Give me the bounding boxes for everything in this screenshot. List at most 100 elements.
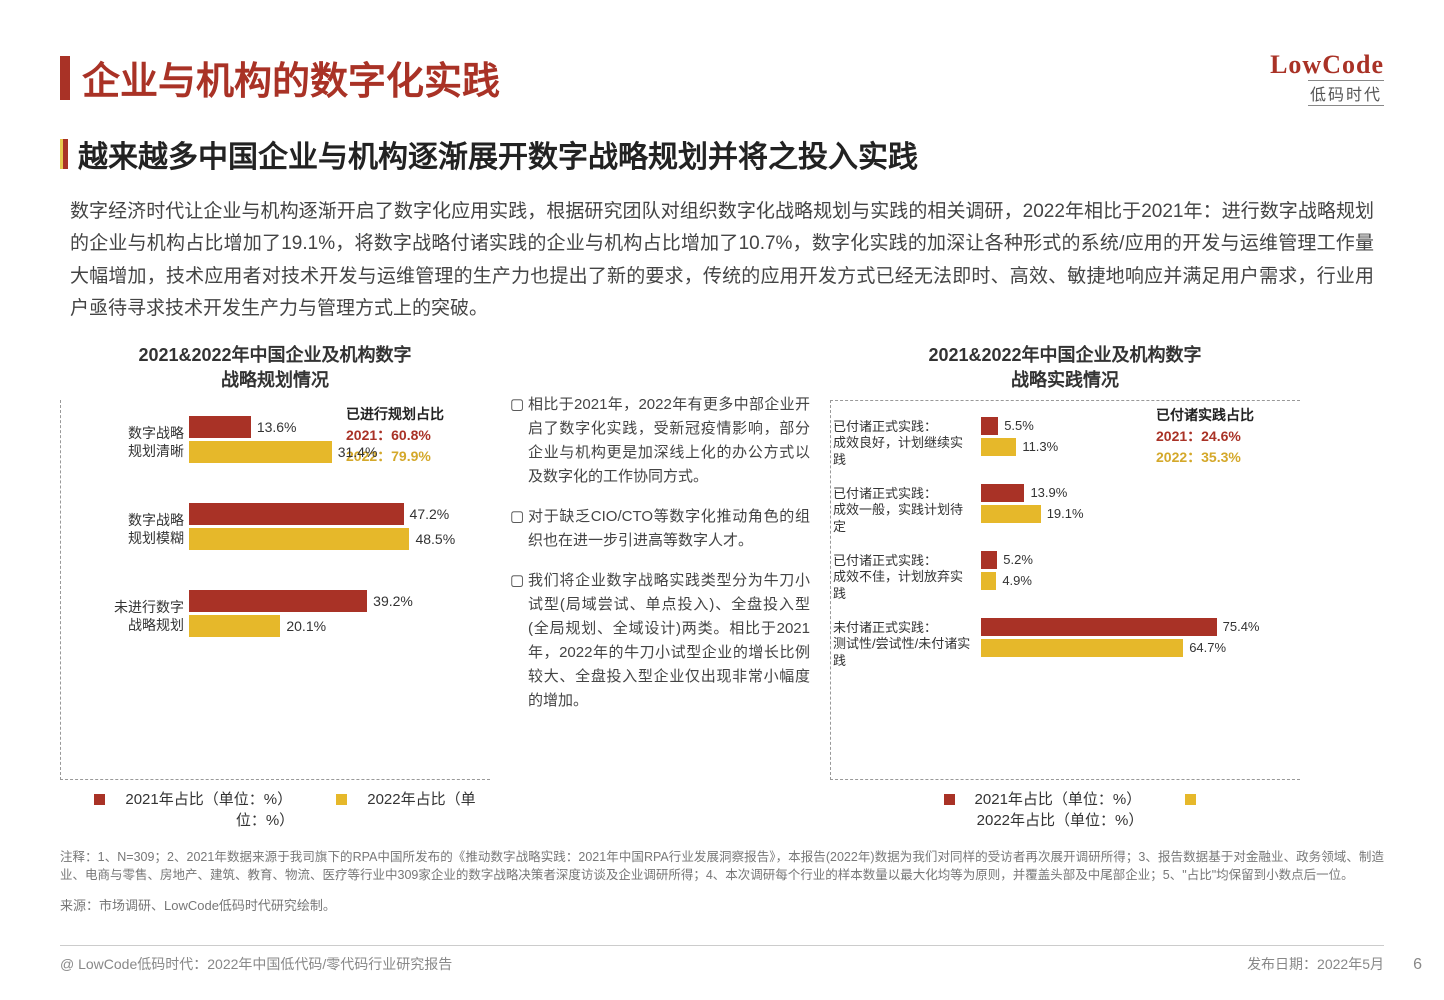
bar-2021 (189, 590, 367, 612)
chart-left-box: 已进行规划占比 2021：60.8% 2022：79.9% 数字战略规划清晰13… (60, 400, 490, 780)
bullet-text: 我们将企业数字战略实践类型分为牛刀小试型(局域尝试、单点投入)、全盘投入型(全局… (528, 569, 810, 713)
bar-value-label: 48.5% (415, 531, 455, 547)
bar-value-label: 64.7% (1189, 640, 1226, 655)
bar-value-label: 19.1% (1047, 506, 1084, 521)
bar-row: 75.4% (981, 618, 1292, 636)
title-block: 企业与机构的数字化实践 (60, 50, 500, 105)
footer-right: 发布日期：2022年5月 (1247, 954, 1384, 974)
bar-value-label: 75.4% (1223, 619, 1260, 634)
chart-right-box: 已付诸实践占比 2021：24.6% 2022：35.3% 已付诸正式实践：成效… (830, 400, 1300, 780)
bar-category-label: 已付诸正式实践：成效不佳，计划放弃实践 (833, 553, 975, 604)
bar-2022 (189, 615, 280, 637)
footnote: 注释：1、N=309；2、2021年数据来源于我司旗下的RPA中国所发布的《推动… (60, 848, 1384, 886)
header: 企业与机构的数字化实践 LowCode 低码时代 (60, 50, 1384, 106)
bullets-column: ▢相比于2021年，2022年有更多中部企业开启了数字化实践，受新冠疫情影响，部… (510, 343, 810, 829)
bar-value-label: 13.9% (1030, 485, 1067, 500)
chart-left-title: 2021&2022年中国企业及机构数字 战略规划情况 (60, 343, 490, 393)
chart-left-title-l1: 2021&2022年中国企业及机构数字 (138, 345, 411, 365)
bar-row: 13.9% (981, 484, 1292, 502)
logo-text-top: LowCode (1270, 50, 1384, 80)
bar-value-label: 47.2% (410, 506, 450, 522)
bar-row: 39.2% (189, 590, 482, 612)
legend-2021: 2021年占比（单位：%） (84, 791, 302, 808)
chart-left: 2021&2022年中国企业及机构数字 战略规划情况 已进行规划占比 2021：… (60, 343, 490, 829)
bar-group: 未进行数字战略规划39.2%20.1% (189, 590, 482, 637)
chart-left-bars: 数字战略规划清晰13.6%31.4%数字战略规划模糊47.2%48.5%未进行数… (189, 406, 482, 637)
footer-left: @ LowCode低码时代：2022年中国低代码/零代码行业研究报告 (60, 954, 452, 974)
bar-2022 (981, 438, 1016, 456)
bar-category-label: 未付诸正式实践：测试性/尝试性/未付诸实践 (833, 620, 975, 671)
body-paragraph: 数字经济时代让企业与机构逐渐开启了数字化应用实践，根据研究团队对组织数字化战略规… (70, 196, 1374, 325)
subtitle: 越来越多中国企业与机构逐渐展开数字战略规划并将之投入实践 (78, 132, 918, 176)
bullet-item: ▢我们将企业数字战略实践类型分为牛刀小试型(局域尝试、单点投入)、全盘投入型(全… (510, 569, 810, 713)
bar-group: 未付诸正式实践：测试性/尝试性/未付诸实践75.4%64.7% (981, 618, 1292, 657)
bar-row: 48.5% (189, 528, 482, 550)
bar-row: 31.4% (189, 441, 482, 463)
bar-row: 47.2% (189, 503, 482, 525)
bar-value-label: 20.1% (286, 618, 326, 634)
bar-row: 5.2% (981, 551, 1292, 569)
bar-2022 (981, 505, 1041, 523)
bar-row: 64.7% (981, 639, 1292, 657)
bar-row: 20.1% (189, 615, 482, 637)
bar-category-label: 已付诸正式实践：成效良好，计划继续实践 (833, 419, 975, 470)
footer-bar: @ LowCode低码时代：2022年中国低代码/零代码行业研究报告 发布日期：… (60, 945, 1384, 974)
bar-value-label: 5.5% (1004, 418, 1034, 433)
bar-2022 (189, 528, 409, 550)
bullet-item: ▢相比于2021年，2022年有更多中部企业开启了数字化实践，受新冠疫情影响，部… (510, 393, 810, 489)
legend-red-icon (944, 794, 955, 805)
bar-category-label: 数字战略规划清晰 (64, 424, 184, 460)
bar-row: 13.6% (189, 416, 482, 438)
bar-value-label: 39.2% (373, 593, 413, 609)
bullet-text: 相比于2021年，2022年有更多中部企业开启了数字化实践，受新冠疫情影响，部分… (528, 393, 810, 489)
bar-group: 已付诸正式实践：成效良好，计划继续实践5.5%11.3% (981, 417, 1292, 456)
chart-right: 2021&2022年中国企业及机构数字 战略实践情况 已付诸实践占比 2021：… (830, 343, 1300, 829)
bar-value-label: 5.2% (1003, 552, 1033, 567)
main-title: 企业与机构的数字化实践 (82, 50, 500, 105)
bar-row: 5.5% (981, 417, 1292, 435)
chart-right-title: 2021&2022年中国企业及机构数字 战略实践情况 (830, 343, 1300, 393)
chart-left-title-l2: 战略规划情况 (221, 370, 329, 390)
subtitle-row: 越来越多中国企业与机构逐渐展开数字战略规划并将之投入实践 (60, 132, 1384, 176)
bar-2021 (981, 484, 1024, 502)
legend-yellow-icon (336, 794, 347, 805)
bar-row: 4.9% (981, 572, 1292, 590)
chart-right-title-l1: 2021&2022年中国企业及机构数字 (928, 345, 1201, 365)
bar-2021 (981, 618, 1217, 636)
bar-2021 (981, 551, 997, 569)
bullet-icon: ▢ (510, 505, 528, 553)
brand-logo: LowCode 低码时代 (1270, 50, 1384, 106)
bullet-icon: ▢ (510, 569, 528, 713)
legend-red-icon (94, 794, 105, 805)
bar-row: 19.1% (981, 505, 1292, 523)
charts-row: 2021&2022年中国企业及机构数字 战略规划情况 已进行规划占比 2021：… (60, 343, 1384, 829)
chart-right-bars: 已付诸正式实践：成效良好，计划继续实践5.5%11.3%已付诸正式实践：成效一般… (981, 407, 1292, 657)
bullet-item: ▢对于缺乏CIO/CTO等数字化推动角色的组织也在进一步引进高等数字人才。 (510, 505, 810, 553)
bar-group: 已付诸正式实践：成效不佳，计划放弃实践5.2%4.9% (981, 551, 1292, 590)
chart-right-title-l2: 战略实践情况 (1011, 370, 1119, 390)
bar-value-label: 13.6% (257, 419, 297, 435)
bar-category-label: 数字战略规划模糊 (64, 511, 184, 547)
page-number: 6 (1413, 956, 1422, 974)
subtitle-accent-bar (60, 139, 68, 169)
legend-2021: 2021年占比（单位：%） (934, 791, 1152, 808)
title-accent-bar (60, 56, 70, 100)
bar-2021 (189, 503, 404, 525)
chart-right-legend: 2021年占比（单位：%） 2022年占比（单位：%） (830, 788, 1300, 830)
logo-text-bottom: 低码时代 (1308, 80, 1384, 106)
bullet-text: 对于缺乏CIO/CTO等数字化推动角色的组织也在进一步引进高等数字人才。 (528, 505, 810, 553)
bar-2021 (189, 416, 251, 438)
bar-category-label: 未进行数字战略规划 (64, 598, 184, 634)
bar-value-label: 31.4% (338, 444, 378, 460)
source-line: 来源：市场调研、LowCode低码时代研究绘制。 (60, 895, 1384, 914)
bar-2022 (981, 572, 996, 590)
bar-value-label: 11.3% (1022, 439, 1058, 454)
bar-group: 数字战略规划清晰13.6%31.4% (189, 416, 482, 463)
bar-2022 (189, 441, 332, 463)
bar-2021 (981, 417, 998, 435)
bar-group: 数字战略规划模糊47.2%48.5% (189, 503, 482, 550)
bar-category-label: 已付诸正式实践：成效一般，实践计划待定 (833, 486, 975, 537)
bar-row: 11.3% (981, 438, 1292, 456)
bullet-icon: ▢ (510, 393, 528, 489)
chart-left-legend: 2021年占比（单位：%） 2022年占比（单位：%） (60, 788, 490, 830)
